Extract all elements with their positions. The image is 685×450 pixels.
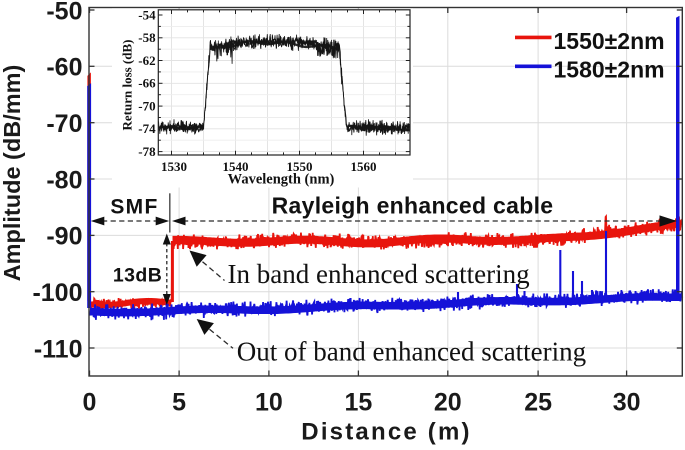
svg-text:-70: -70 [138, 99, 155, 114]
svg-text:1550±2nm: 1550±2nm [554, 28, 665, 54]
svg-text:-60: -60 [46, 54, 82, 82]
svg-text:-58: -58 [138, 30, 156, 45]
svg-text:15: 15 [344, 389, 372, 417]
svg-text:20: 20 [434, 389, 462, 417]
svg-text:-62: -62 [138, 53, 155, 68]
svg-text:1560: 1560 [351, 159, 377, 174]
svg-text:-78: -78 [138, 144, 156, 159]
svg-text:-66: -66 [138, 76, 156, 91]
svg-text:-90: -90 [46, 223, 82, 251]
svg-text:-70: -70 [46, 110, 82, 138]
svg-text:In band enhanced scattering: In band enhanced scattering [228, 259, 530, 289]
svg-text:5: 5 [172, 389, 186, 417]
svg-text:0: 0 [83, 389, 97, 417]
svg-text:13dB: 13dB [113, 265, 162, 287]
svg-text:1550: 1550 [287, 159, 313, 174]
svg-text:25: 25 [524, 389, 552, 417]
svg-text:-74: -74 [138, 121, 156, 136]
svg-text:Out of band enhanced scatterin: Out of band enhanced scattering [237, 337, 586, 367]
svg-text:-50: -50 [46, 0, 82, 25]
svg-text:SMF: SMF [110, 195, 158, 218]
svg-text:Return loss (dB): Return loss (dB) [120, 39, 135, 130]
svg-text:10: 10 [255, 389, 283, 417]
svg-text:30: 30 [613, 389, 641, 417]
svg-text:Rayleigh enhanced cable: Rayleigh enhanced cable [272, 193, 554, 219]
svg-text:1540: 1540 [223, 159, 249, 174]
svg-text:Wavelength (nm): Wavelength (nm) [228, 172, 335, 188]
svg-text:1530: 1530 [161, 159, 187, 174]
svg-text:Distance (m): Distance (m) [301, 419, 471, 446]
svg-text:-110: -110 [34, 335, 83, 363]
svg-text:Amplitude (dB/mm): Amplitude (dB/mm) [0, 65, 25, 282]
svg-text:-100: -100 [32, 279, 82, 307]
svg-text:1580±2nm: 1580±2nm [554, 56, 665, 82]
svg-text:-54: -54 [138, 7, 156, 22]
svg-text:-80: -80 [46, 166, 82, 194]
